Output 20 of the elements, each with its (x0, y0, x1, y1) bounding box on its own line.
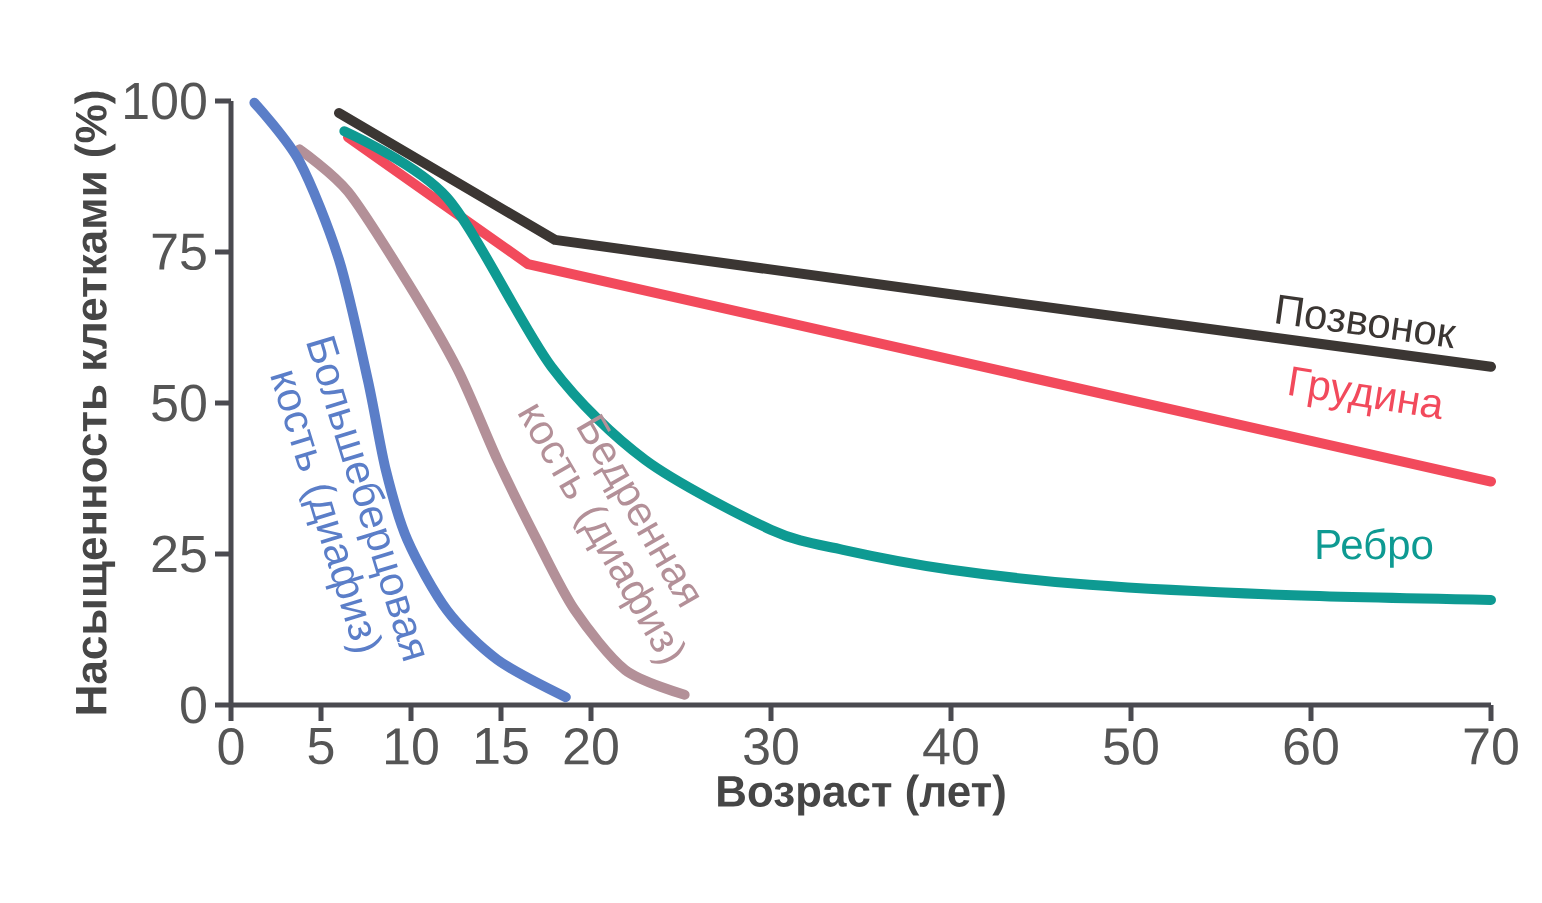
x-tick-label: 20 (564, 728, 618, 765)
x-tick-label: 50 (1104, 728, 1158, 765)
y-tick-label: 0 (181, 686, 206, 724)
x-tick-label: 5 (308, 728, 334, 765)
series-label: Ребро (1317, 528, 1433, 568)
x-tick-label: 15 (476, 728, 528, 765)
x-tick-label: 40 (923, 728, 978, 765)
x-tick-label: 60 (1284, 728, 1338, 765)
y-tick-label: 100 (125, 82, 206, 120)
x-tick-label: 0 (218, 728, 244, 765)
y-tick-label: 75 (152, 233, 206, 271)
text: Грудина (1289, 366, 1442, 420)
x-tick-label: 10 (386, 728, 438, 765)
x-axis-title: Возраст (лет) (718, 774, 1005, 816)
x-tick-label: 30 (744, 728, 798, 765)
y-tick-label: 50 (152, 384, 206, 422)
text: Позвонок (1276, 294, 1457, 349)
y-axis-title: Насыщенность клетками (%) (74, 91, 116, 714)
x-tick-label: 70 (1464, 728, 1518, 765)
y-tick-label: 25 (152, 535, 206, 573)
